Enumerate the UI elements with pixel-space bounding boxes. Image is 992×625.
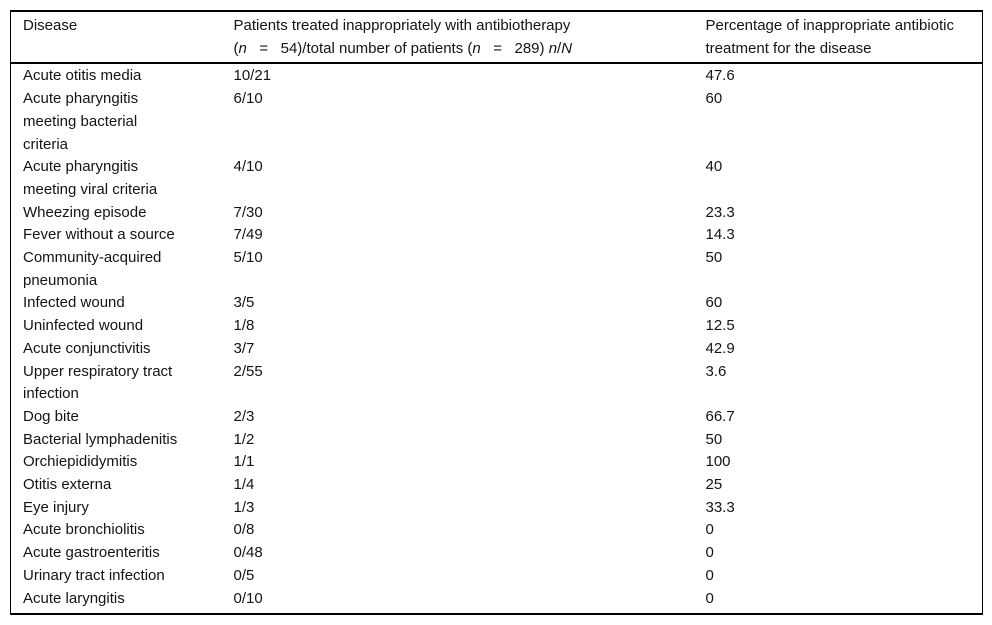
disease-cell: Acute gastroenteritis bbox=[23, 544, 160, 562]
table-row: Orchiepididymitis 1/1 100 bbox=[11, 451, 983, 474]
percentage-cell: 60 bbox=[705, 294, 723, 312]
disease-cell: Infected wound bbox=[23, 294, 125, 312]
percentage-cell: 50 bbox=[705, 430, 723, 448]
disease-cell: Acute laryngitis bbox=[23, 589, 125, 607]
table-row: Wheezing episode 7/30 23.3 bbox=[11, 202, 983, 225]
percentage-cell: 42.9 bbox=[705, 339, 735, 357]
ratio-cell: 7/30 bbox=[233, 203, 263, 221]
percentage-cell: 60 bbox=[705, 90, 723, 108]
disease-cell: Wheezing episode bbox=[23, 203, 147, 221]
col-header-disease: Disease bbox=[10, 11, 234, 65]
disease-cell: Dog bite bbox=[23, 407, 79, 425]
ratio-cell: 6/10 bbox=[233, 90, 263, 108]
ratio-cell: 3/7 bbox=[233, 339, 255, 357]
disease-cell: Acute bronchiolitis bbox=[23, 521, 145, 539]
ratio-cell: 1/1 bbox=[233, 453, 255, 471]
percentage-cell: 0 bbox=[705, 521, 714, 539]
ratio-cell: 1/2 bbox=[233, 430, 255, 448]
page: Disease Patients treated inappropriately… bbox=[10, 10, 983, 616]
col-header-percentage: Percentage of inappropriate antibiotic t… bbox=[705, 11, 983, 65]
percentage-cell: 25 bbox=[705, 476, 723, 494]
math-variable: n bbox=[238, 39, 247, 57]
ratio-cell: 10/21 bbox=[233, 67, 272, 85]
disease-table: Disease Patients treated inappropriately… bbox=[10, 10, 983, 616]
percentage-cell: 3.6 bbox=[705, 362, 727, 380]
col-header-patients-line1: Patients treated inappropriately with an… bbox=[233, 17, 571, 34]
math-text: / bbox=[557, 39, 562, 57]
table-row: Acute pharyngitis meeting bacterial crit… bbox=[11, 88, 983, 156]
percentage-cell: 33.3 bbox=[705, 498, 735, 516]
percentage-cell: 0 bbox=[705, 544, 714, 562]
table-row: Bacterial lymphadenitis 1/2 50 bbox=[11, 429, 983, 452]
percentage-cell: 14.3 bbox=[705, 226, 735, 244]
table-row: Upper respiratory tract infection 2/55 3… bbox=[11, 361, 983, 406]
math-variable: n bbox=[548, 39, 558, 57]
percentage-cell: 40 bbox=[705, 158, 723, 176]
col-header-patients-line2: (n = 54)/total number of patients (n = 2… bbox=[234, 38, 706, 61]
header-row: Disease Patients treated inappropriately… bbox=[10, 11, 983, 65]
ratio-cell: 2/3 bbox=[233, 407, 255, 425]
ratio-cell: 2/55 bbox=[233, 362, 263, 380]
math-text: = 54)/total number of patients ( bbox=[246, 39, 473, 57]
math-text: ( bbox=[233, 39, 239, 57]
col-header-disease-label: Disease bbox=[23, 17, 78, 34]
table-row: Eye injury 1/3 33.3 bbox=[11, 497, 983, 520]
percentage-cell: 12.5 bbox=[705, 317, 735, 335]
table-row: Fever without a source 7/49 14.3 bbox=[11, 224, 983, 247]
disease-cell: Fever without a source bbox=[23, 226, 175, 244]
disease-cell: Otitis externa bbox=[23, 476, 112, 494]
disease-cell: Acute pharyngitis meeting viral criteria bbox=[23, 158, 158, 198]
disease-cell: Orchiepididymitis bbox=[23, 453, 138, 471]
ratio-cell: 3/5 bbox=[233, 294, 255, 312]
table-row: Acute otitis media 10/21 47.6 bbox=[11, 63, 983, 88]
ratio-cell: 1/8 bbox=[233, 317, 255, 335]
percentage-cell: 50 bbox=[705, 249, 723, 267]
table-row: Acute bronchiolitis 0/8 0 bbox=[11, 519, 983, 542]
math-text: = 289) bbox=[480, 39, 549, 57]
disease-cell: Community-acquired pneumonia bbox=[23, 249, 162, 289]
disease-cell: Bacterial lymphadenitis bbox=[23, 430, 178, 448]
table-row: Community-acquired pneumonia 5/10 50 bbox=[11, 247, 983, 292]
percentage-cell: 23.3 bbox=[705, 203, 735, 221]
ratio-cell: 1/3 bbox=[233, 498, 255, 516]
percentage-cell: 0 bbox=[705, 589, 714, 607]
table-row: Uninfected wound 1/8 12.5 bbox=[11, 315, 983, 338]
ratio-cell: 7/49 bbox=[233, 226, 263, 244]
ratio-cell: 0/5 bbox=[233, 566, 255, 584]
table-row: Otitis externa 1/4 25 bbox=[11, 474, 983, 497]
col-header-patients: Patients treated inappropriately with an… bbox=[233, 11, 706, 65]
percentage-cell: 47.6 bbox=[705, 67, 735, 85]
disease-cell: Urinary tract infection bbox=[23, 566, 165, 584]
math-variable: N bbox=[561, 39, 573, 57]
percentage-cell: 66.7 bbox=[705, 407, 735, 425]
disease-cell: Eye injury bbox=[23, 498, 89, 516]
table-row: Acute conjunctivitis 3/7 42.9 bbox=[11, 338, 983, 361]
table-row: Acute pharyngitis meeting viral criteria… bbox=[11, 156, 983, 201]
table-row: Infected wound 3/5 60 bbox=[11, 292, 983, 315]
table-row: Acute gastroenteritis 0/48 0 bbox=[11, 542, 983, 565]
ratio-cell: 0/48 bbox=[233, 544, 263, 562]
math-variable: n bbox=[472, 39, 481, 57]
ratio-cell: 0/10 bbox=[233, 589, 263, 607]
disease-cell: Acute pharyngitis meeting bacterial crit… bbox=[23, 90, 139, 153]
disease-cell: Uninfected wound bbox=[23, 317, 144, 335]
ratio-cell: 0/8 bbox=[233, 521, 255, 539]
percentage-cell: 100 bbox=[705, 453, 731, 471]
disease-cell: Acute otitis media bbox=[23, 67, 142, 85]
percentage-cell: 0 bbox=[705, 566, 714, 584]
disease-cell: Upper respiratory tract infection bbox=[23, 362, 173, 403]
table-row: Urinary tract infection 0/5 0 bbox=[11, 565, 983, 588]
table-row: Dog bite 2/3 66.7 bbox=[11, 406, 983, 429]
col-header-percentage-label: Percentage of inappropriate antibiotic t… bbox=[705, 17, 955, 57]
disease-cell: Acute conjunctivitis bbox=[23, 339, 151, 357]
ratio-cell: 4/10 bbox=[233, 158, 263, 176]
ratio-cell: 1/4 bbox=[233, 476, 255, 494]
table-row: Acute laryngitis 0/10 0 bbox=[11, 588, 983, 615]
ratio-cell: 5/10 bbox=[233, 249, 263, 267]
